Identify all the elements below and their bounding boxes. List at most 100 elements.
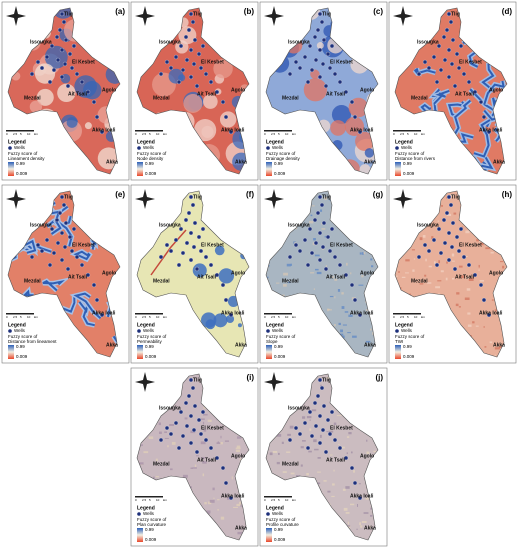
raster-speck [276, 461, 280, 465]
raster-speck [445, 277, 448, 281]
well [317, 377, 323, 383]
raster-speck [170, 468, 173, 471]
raster-speck [213, 497, 215, 499]
well [309, 67, 315, 73]
well [287, 254, 293, 260]
panel-label: (e) [115, 190, 125, 199]
raster-speck [346, 525, 351, 529]
raster-speck [356, 503, 359, 507]
place-name: Akka [106, 159, 118, 165]
raster-speck [238, 501, 242, 505]
well [441, 34, 447, 40]
scalebar-label: 2.5 [400, 132, 405, 136]
raster-speck [313, 439, 317, 443]
well [192, 37, 198, 43]
raster-speck [171, 441, 176, 445]
legend-low: 0.009 [403, 354, 415, 359]
raster-speck [268, 265, 270, 267]
raster-blob [355, 131, 375, 151]
well [62, 61, 68, 67]
well [194, 83, 200, 89]
well [39, 65, 45, 71]
well [67, 234, 73, 240]
raster-speck [311, 205, 315, 207]
well [449, 244, 455, 250]
raster-speck [468, 278, 474, 281]
scalebar-label: 10 [156, 498, 160, 502]
raster-speck [428, 265, 432, 268]
well [441, 217, 447, 223]
raster-speck [438, 260, 441, 264]
legend-well [8, 329, 12, 333]
well [44, 54, 50, 60]
raster-speck [431, 236, 434, 239]
well [313, 57, 319, 63]
basin-outline [7, 190, 121, 358]
well [329, 43, 335, 49]
place-name: Tlig [322, 194, 331, 200]
well [190, 385, 196, 391]
well [178, 409, 184, 415]
well [168, 431, 174, 437]
raster-blob [57, 83, 76, 103]
place-name: Ait Tsali [455, 91, 475, 97]
place-name: Ait Tsali [326, 274, 346, 280]
place-name: El Kesbet [201, 425, 224, 431]
well [287, 437, 293, 443]
raster-speck [480, 242, 484, 246]
well [312, 400, 318, 406]
raster-speck [328, 430, 334, 433]
well [71, 226, 77, 232]
place-name: Ait Tsali [197, 457, 217, 463]
well [442, 57, 448, 63]
raster-speck [502, 265, 505, 269]
well [293, 59, 299, 65]
legend-criterion: Slope [266, 339, 278, 344]
raster-speck [453, 212, 457, 215]
legend-title: Legend [395, 322, 413, 328]
legend-wells: Wells [143, 511, 155, 516]
well [63, 220, 69, 226]
legend-score: Fuzzy score of [266, 334, 296, 339]
scalebar-label: km [421, 132, 426, 136]
well [481, 114, 487, 120]
raster-speck [458, 306, 461, 308]
raster-speck [326, 377, 330, 379]
raster-speck [343, 507, 348, 511]
raster-speck [370, 514, 373, 517]
well [302, 420, 308, 426]
place-name: Tlig [193, 11, 202, 17]
well [194, 266, 200, 272]
well [196, 51, 202, 57]
permeable-zone [213, 313, 228, 328]
basin-outline [265, 190, 379, 358]
raster-speck [314, 448, 319, 451]
place-name: Mezdal [282, 95, 299, 101]
legend-low: 0.009 [145, 354, 157, 359]
well [164, 425, 170, 431]
place-name: Akka Ioali [350, 493, 374, 499]
well [486, 129, 492, 135]
raster-speck [190, 467, 193, 469]
well [329, 226, 335, 232]
raster-blob [97, 147, 120, 170]
basin-fill [137, 374, 249, 540]
raster-speck [361, 252, 365, 255]
legend-colorbar [266, 345, 272, 359]
scalebar [393, 313, 421, 315]
well [320, 61, 326, 67]
well [436, 43, 442, 49]
scalebar-label: km [292, 498, 297, 502]
raster-speck [217, 509, 219, 511]
raster-speck [158, 422, 161, 426]
raster-speck [277, 452, 280, 455]
well [62, 244, 68, 250]
raster-speck [224, 440, 230, 442]
well [49, 226, 55, 232]
well [208, 79, 214, 85]
well [287, 71, 293, 77]
scalebar [393, 130, 421, 132]
well [343, 455, 349, 461]
well [91, 282, 97, 288]
well [317, 11, 323, 17]
